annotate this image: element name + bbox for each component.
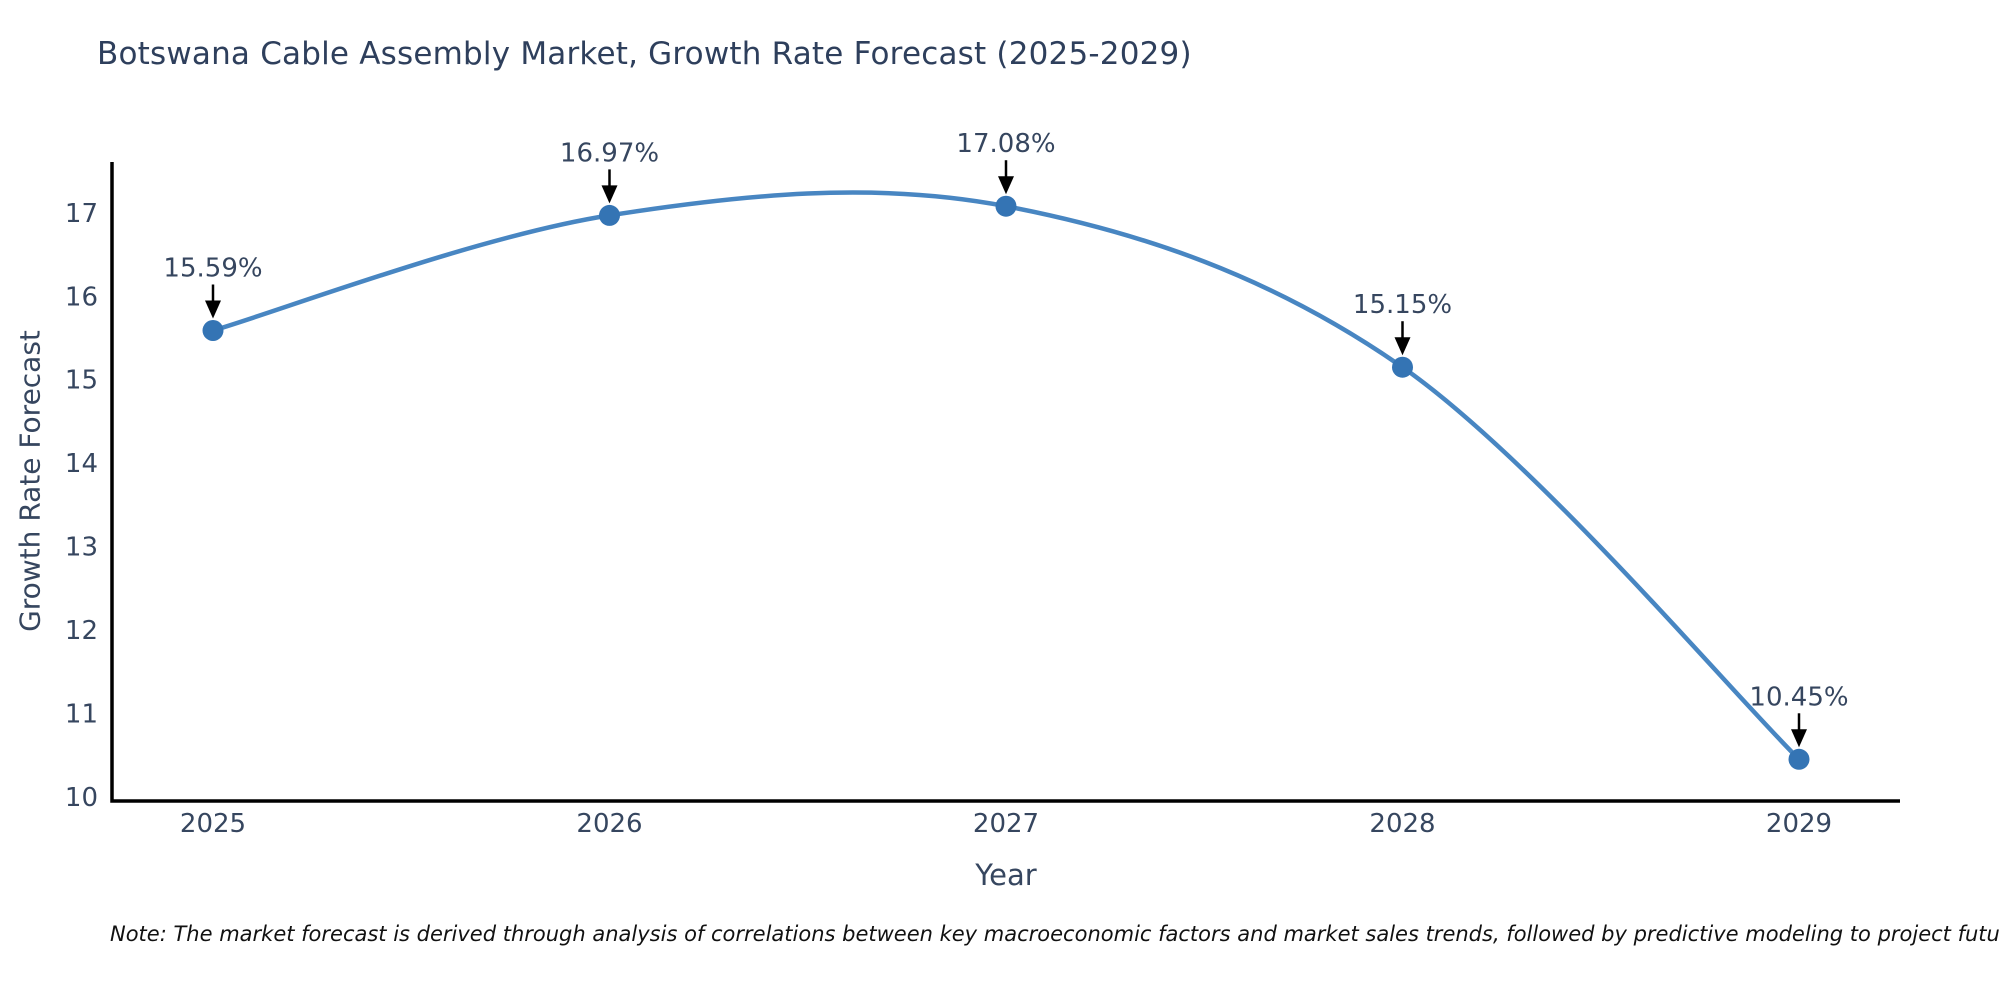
data-point-marker	[1788, 748, 1810, 770]
y-tick-label: 14	[65, 449, 98, 479]
y-tick-label: 11	[65, 699, 98, 729]
x-axis-title: Year	[975, 858, 1037, 892]
x-tick-label: 2029	[1766, 809, 1832, 839]
y-tick-label: 13	[65, 533, 98, 563]
data-point-marker	[995, 195, 1017, 217]
chart-footnote: Note: The market forecast is derived thr…	[110, 922, 2000, 946]
axis-spines	[110, 162, 1900, 803]
y-tick-label: 12	[65, 616, 98, 646]
annotation-arrow-head	[601, 185, 618, 204]
x-tick-label: 2028	[1369, 809, 1435, 839]
y-tick-label: 15	[65, 366, 98, 396]
data-point-marker	[202, 320, 224, 342]
annotation-arrow-head	[1394, 337, 1411, 356]
annotation-arrow-head	[205, 300, 221, 319]
y-tick-label: 10	[65, 783, 98, 813]
y-tick-label: 16	[65, 282, 98, 312]
forecast-line	[210, 190, 1802, 762]
data-point-label: 10.45%	[1749, 682, 1848, 712]
x-tick-label: 2027	[973, 809, 1039, 839]
data-point-label: 15.59%	[163, 254, 262, 284]
x-tick-label: 2026	[576, 809, 642, 839]
annotation-arrow-head	[998, 176, 1014, 195]
data-point-label: 16.97%	[560, 138, 659, 168]
data-point-label: 15.15%	[1353, 290, 1452, 320]
data-point-label: 17.08%	[956, 129, 1055, 159]
x-tick-label: 2025	[180, 809, 246, 839]
y-tick-label: 17	[65, 199, 98, 229]
data-point-marker	[599, 204, 620, 226]
data-point-marker	[1392, 356, 1413, 378]
annotation-arrow-head	[1791, 729, 1807, 748]
chart-title: Botswana Cable Assembly Market, Growth R…	[97, 36, 1192, 72]
